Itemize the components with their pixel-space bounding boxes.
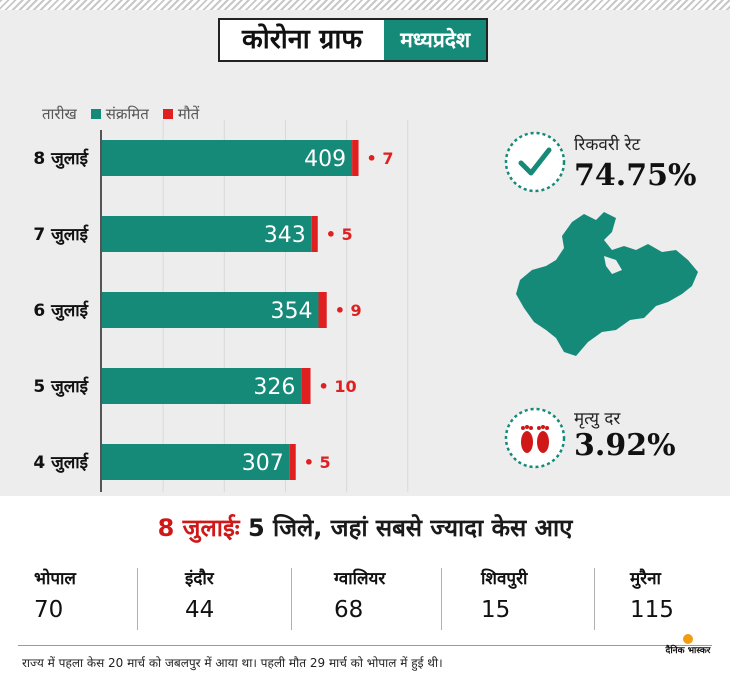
footer-divider [18,645,712,646]
bar-infected [102,140,353,176]
headline-date: 8 जुलाईः [157,514,240,542]
infected-value-label: 409 [304,147,346,172]
title-box: कोरोना ग्राफ मध्यप्रदेश [218,18,489,62]
mortality-rate-value: 3.92% [574,428,676,463]
infected-value-label: 354 [270,299,312,324]
madhya-pradesh-map-icon [516,212,698,356]
deaths-value-label: • 10 [319,377,357,396]
recovery-rate-value: 74.75% [574,158,697,193]
legend-date-label: तारीख [42,105,77,123]
recovery-rate-label: रिकवरी रेट [574,135,641,155]
legend-infected-label: संक्रमित [105,105,149,123]
district-count: 115 [630,597,674,623]
sun-logo-icon [683,634,693,644]
legend-infected-swatch [90,109,101,119]
category-label: 6 जुलाई [33,300,89,321]
state-label: मध्यप्रदेश [384,20,487,60]
footprints-icon [504,407,566,469]
deaths-value-label: • 9 [335,301,362,320]
bar-chart: 8 जुलाई 409 • 7 7 जुलाई 343 • 5 6 जुलाई 354 • 9 5… [33,120,409,492]
district-divider [137,568,138,630]
district-name: भोपाल [34,569,76,589]
bar-infected [102,368,302,404]
deaths-value-label: • 7 [367,149,394,168]
chart-legend: तारीख संक्रमित मौतें [42,104,199,124]
chart-axis-line [100,130,102,492]
brand-logo: दैनिक भास्कर [660,634,716,656]
category-label: 8 जुलाई [33,148,89,169]
infected-value-label: 343 [264,223,306,248]
check-icon [504,131,566,193]
district-count: 44 [185,597,215,623]
district-divider [594,568,595,630]
deaths-value-label: • 5 [304,453,331,472]
district-count: 70 [34,597,64,623]
category-label: 4 जुलाई [33,452,89,473]
bar-deaths [289,444,296,480]
category-label: 7 जुलाई [33,224,89,245]
mortality-rate-label: मृत्यु दर [574,409,621,429]
district-count: 68 [334,597,364,623]
page-title: कोरोना ग्राफ [242,24,363,55]
top-stripe-decoration [0,0,730,10]
category-label: 5 जुलाई [33,376,89,397]
bar-infected [102,216,312,252]
brand-name: दैनिक भास्कर [665,646,711,656]
district-item: शिवपुरी 15 [481,566,611,623]
bar-deaths [352,140,359,176]
infected-value-label: 326 [253,375,295,400]
district-item: भोपाल 70 [34,566,164,623]
bar-deaths [301,368,311,404]
district-name: मुरैना [630,569,661,589]
district-name: इंदौर [185,569,214,589]
footnote: राज्य में पहला केस 20 मार्च को जबलपुर मे… [22,656,443,670]
district-item: ग्वालियर 68 [334,566,464,623]
bar-infected [102,292,319,328]
district-count: 15 [481,597,511,623]
district-name: शिवपुरी [481,569,528,589]
bar-deaths [318,292,327,328]
bar-deaths [311,216,318,252]
district-name: ग्वालियर [334,569,386,589]
bar-infected [102,444,290,480]
legend-deaths-label: मौतें [177,105,200,123]
legend-deaths-swatch [162,109,173,119]
infected-value-label: 307 [242,451,284,476]
headline-text: 5 जिले, जहां सबसे ज्यादा केस आए [247,514,573,542]
district-divider [291,568,292,630]
district-item: इंदौर 44 [185,566,315,623]
district-item: मुरैना 115 [630,566,730,623]
district-divider [441,568,442,630]
districts-headline: 8 जुलाईः 5 जिले, जहां सबसे ज्यादा केस आए [0,511,730,544]
deaths-value-label: • 5 [326,225,353,244]
